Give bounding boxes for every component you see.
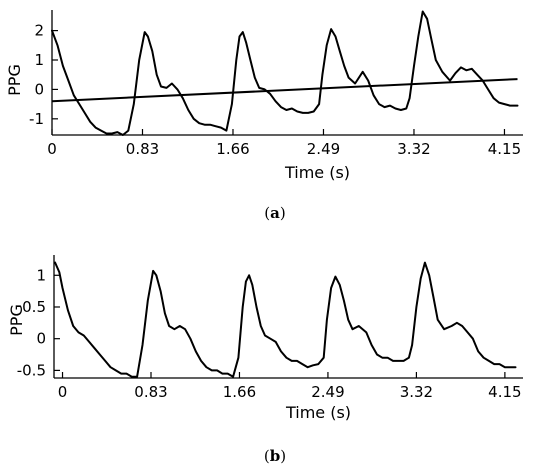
panel-b-x-tick-label: 3.32 — [400, 383, 433, 401]
panel-a-caption-label: (a) — [264, 204, 285, 222]
panel-b-ppg-trace — [54, 261, 517, 378]
panel-a-x-tick-label: 2.49 — [307, 140, 340, 158]
panel-b-y-tick-label: -0.5 — [17, 361, 46, 379]
panel-a-x-tick-label: 1.66 — [216, 140, 249, 158]
panel-a-x-tick-label: 3.32 — [397, 140, 430, 158]
panel-b-chart: 0 0.83 1.66 2.49 3.32 4.15 1 0.5 0 -0.5 Time (s) PP… — [7, 255, 523, 465]
panel-a-y-tick-label: -1 — [29, 110, 44, 128]
panel-a-y-tick-label: 0 — [34, 80, 44, 98]
panel-a-y-axis-label: PPG — [5, 64, 24, 96]
panel-b-x-tick-label: 2.49 — [311, 383, 344, 401]
panel-a-x-tick-label: 0 — [47, 140, 57, 158]
panel-a-x-tick-label: 4.15 — [488, 140, 521, 158]
panel-a-y-tick-label: 2 — [34, 22, 44, 40]
panel-b-x-tick-label: 1.66 — [223, 383, 256, 401]
panel-a-x-tick-label: 0.83 — [126, 140, 159, 158]
panel-b-caption-label: (b) — [264, 447, 286, 465]
panel-a-x-axis-label: Time (s) — [284, 163, 350, 182]
panel-b-y-tick-label: 1 — [36, 266, 46, 284]
panel-b-x-tick-label: 0 — [58, 383, 68, 401]
panel-b-x-axis-label: Time (s) — [285, 403, 351, 422]
panel-b-y-tick-label: 0 — [36, 330, 46, 348]
panel-a-y-tick-label: 1 — [34, 51, 44, 69]
panel-a-trend-line — [51, 78, 518, 103]
panel-b-x-tick-label: 0.83 — [134, 383, 167, 401]
panel-a-ppg-trace — [51, 10, 519, 136]
panel-b-x-tick-label: 4.15 — [488, 383, 521, 401]
panel-b-y-tick-label: 0.5 — [22, 298, 46, 316]
panel-b-y-axis-label: PPG — [7, 304, 26, 336]
